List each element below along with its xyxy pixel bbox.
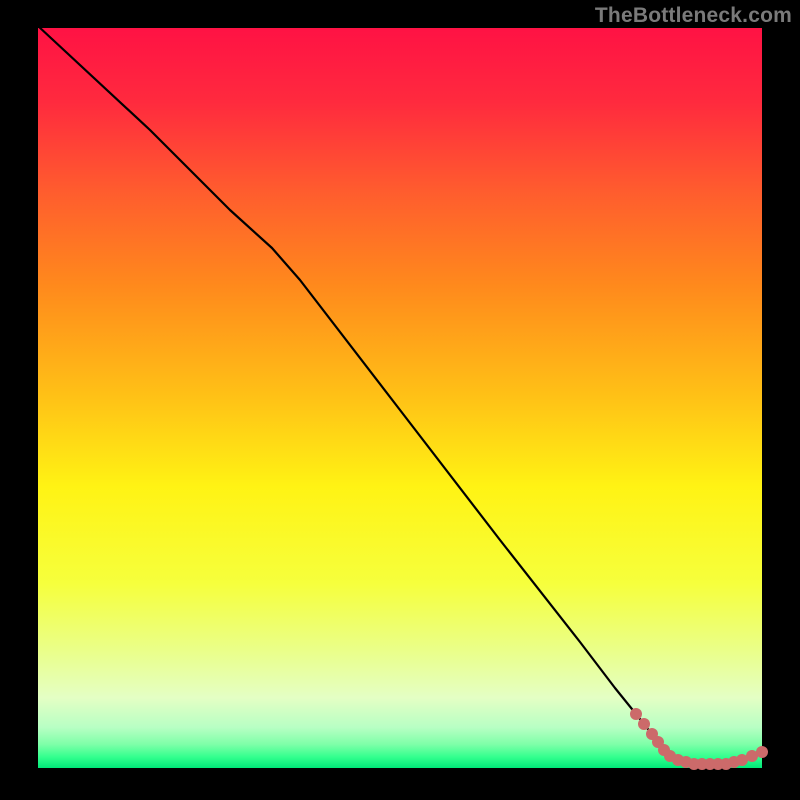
- data-marker: [638, 718, 650, 730]
- chart-container: { "watermark": { "text": "TheBottleneck.…: [0, 0, 800, 800]
- plot-area: [38, 28, 762, 768]
- bottleneck-chart: [0, 0, 800, 800]
- data-marker: [756, 746, 768, 758]
- watermark-text: TheBottleneck.com: [595, 4, 792, 28]
- data-marker: [630, 708, 642, 720]
